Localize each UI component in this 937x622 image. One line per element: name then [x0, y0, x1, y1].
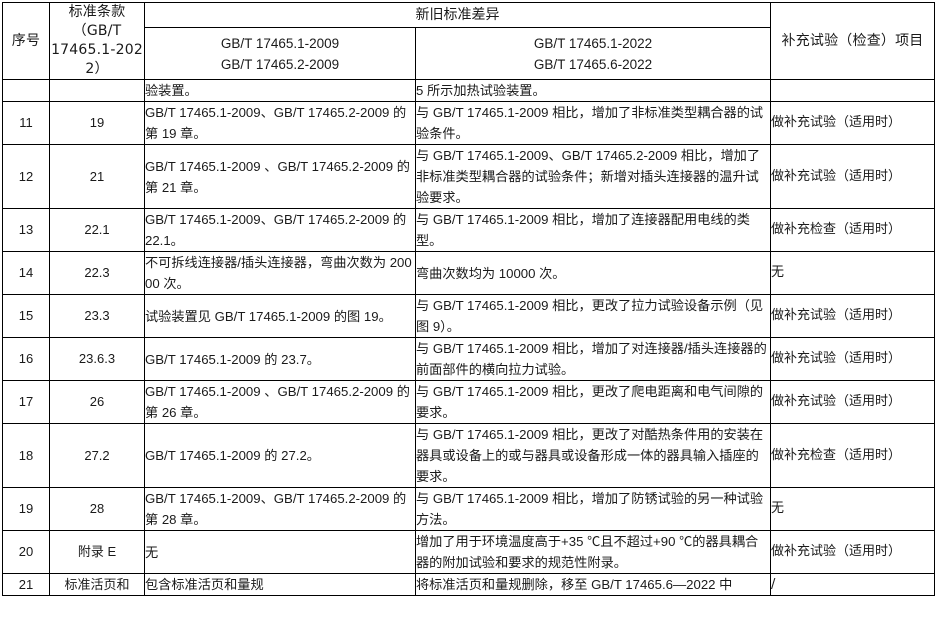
cell-new-standard: 与 GB/T 17465.1-2009 相比，增加了防锈试验的另一种试验方法。 — [415, 487, 771, 531]
cell-clause: 26 — [49, 380, 145, 424]
table-row: 20 附录 E 无 增加了用于环境温度高于+35 ℃且不超过+90 ℃的器具耦合… — [2, 530, 935, 574]
cell-extra-test: 做补充试验（适用时） — [770, 380, 935, 424]
cell-clause: 23.6.3 — [49, 337, 145, 381]
cell-extra-test: 做补充检查（适用时） — [770, 208, 935, 252]
cell-new-standard: 5 所示加热试验装置。 — [415, 79, 771, 102]
cell-new-standard: 与 GB/T 17465.1-2009 相比，增加了对连接器/插头连接器的前面部… — [415, 337, 771, 381]
header-clause-line-3: 17465.1-202 — [51, 42, 143, 58]
cell-clause: 27.2 — [49, 423, 145, 488]
header-new-standard: GB/T 17465.1-2022 GB/T 17465.6-2022 — [415, 27, 771, 80]
cell-old-standard: GB/T 17465.1-2009 、GB/T 17465.2-2009 的第 … — [144, 144, 416, 209]
cell-new-standard: 与 GB/T 17465.1-2009 相比，更改了爬电距离和电气间隙的要求。 — [415, 380, 771, 424]
cell-seq: 13 — [2, 208, 50, 252]
cell-extra-test: 做补充试验（适用时） — [770, 294, 935, 338]
cell-seq: 12 — [2, 144, 50, 209]
header-clause-line-4: 2） — [85, 61, 109, 77]
cell-clause: 23.3 — [49, 294, 145, 338]
table-row: 11 19 GB/T 17465.1-2009、GB/T 17465.2-200… — [2, 101, 935, 145]
cell-old-standard: 包含标准活页和量规 — [144, 573, 416, 596]
cell-clause: 标准活页和 — [49, 573, 145, 596]
cell-extra-test: 做补充试验（适用时） — [770, 144, 935, 209]
cell-new-standard: 将标准活页和量规删除，移至 GB/T 17465.6—2022 中 — [415, 573, 771, 596]
header-new-line-2: GB/T 17465.6-2022 — [533, 56, 653, 72]
cell-seq: 14 — [2, 251, 50, 295]
table-row: 19 28 GB/T 17465.1-2009、GB/T 17465.2-200… — [2, 487, 935, 531]
table-body: 验装置。 5 所示加热试验装置。 11 19 GB/T 17465.1-2009… — [2, 79, 935, 596]
cell-seq — [2, 79, 50, 102]
cell-old-standard: 无 — [144, 530, 416, 574]
cell-old-standard: GB/T 17465.1-2009 的 23.7。 — [144, 337, 416, 381]
cell-clause: 附录 E — [49, 530, 145, 574]
cell-new-standard: 与 GB/T 17465.1-2009 相比，更改了对酷热条件用的安装在器具或设… — [415, 423, 771, 488]
cell-extra-test: / — [770, 573, 935, 596]
table-row: 14 22.3 不可拆线连接器/插头连接器，弯曲次数为 20000 次。 弯曲次… — [2, 251, 935, 295]
cell-old-standard: GB/T 17465.1-2009、GB/T 17465.2-2009 的 22… — [144, 208, 416, 252]
header-old-standard: GB/T 17465.1-2009 GB/T 17465.2-2009 — [144, 27, 416, 80]
cell-extra-test: 做补充试验（适用时） — [770, 337, 935, 381]
cell-seq: 15 — [2, 294, 50, 338]
cell-seq: 20 — [2, 530, 50, 574]
header-clause: 标准条款 （GB/T 17465.1-202 2） — [49, 2, 145, 80]
header-old-line-1: GB/T 17465.1-2009 — [220, 35, 340, 51]
standards-difference-table: 序号 标准条款 （GB/T 17465.1-202 2） 新旧标准差异 补充试验… — [2, 1, 935, 596]
cell-old-standard: 不可拆线连接器/插头连接器，弯曲次数为 20000 次。 — [144, 251, 416, 295]
cell-old-standard: GB/T 17465.1-2009、GB/T 17465.2-2009 的第 2… — [144, 487, 416, 531]
cell-seq: 19 — [2, 487, 50, 531]
table-row: 12 21 GB/T 17465.1-2009 、GB/T 17465.2-20… — [2, 144, 935, 209]
cell-new-standard: 与 GB/T 17465.1-2009 相比，更改了拉力试验设备示例（见图 9）… — [415, 294, 771, 338]
cell-old-standard: 验装置。 — [144, 79, 416, 102]
table-row: 21 标准活页和 包含标准活页和量规 将标准活页和量规删除，移至 GB/T 17… — [2, 573, 935, 596]
header-clause-line-2: （GB/T — [72, 23, 122, 39]
header-group-difference: 新旧标准差异 — [144, 1, 771, 29]
cell-clause: 22.3 — [49, 251, 145, 295]
cell-extra-test: 做补充检查（适用时） — [770, 423, 935, 488]
cell-seq: 17 — [2, 380, 50, 424]
header-row-sub: GB/T 17465.1-2009 GB/T 17465.2-2009 GB/T… — [3, 27, 935, 80]
cell-extra-test: 无 — [770, 487, 935, 531]
cell-new-standard: 增加了用于环境温度高于+35 ℃且不超过+90 ℃的器具耦合器的附加试验和要求的… — [415, 530, 771, 574]
table-row: 17 26 GB/T 17465.1-2009 、GB/T 17465.2-20… — [2, 380, 935, 424]
cell-old-standard: 试验装置见 GB/T 17465.1-2009 的图 19。 — [144, 294, 416, 338]
cell-seq: 16 — [2, 337, 50, 381]
cell-clause — [49, 79, 145, 102]
cell-clause: 28 — [49, 487, 145, 531]
table-row: 16 23.6.3 GB/T 17465.1-2009 的 23.7。 与 GB… — [2, 337, 935, 381]
header-extra-tests: 补充试验（检查）项目 — [770, 2, 935, 80]
cell-new-standard: 弯曲次数均为 10000 次。 — [415, 251, 771, 295]
header-row-top: 序号 标准条款 （GB/T 17465.1-202 2） 新旧标准差异 补充试验… — [2, 1, 935, 80]
cell-extra-test: 无 — [770, 251, 935, 295]
header-old-line-2: GB/T 17465.2-2009 — [220, 56, 340, 72]
table-row: 13 22.1 GB/T 17465.1-2009、GB/T 17465.2-2… — [2, 208, 935, 252]
header-new-line-1: GB/T 17465.1-2022 — [533, 35, 653, 51]
cell-clause: 21 — [49, 144, 145, 209]
cell-seq: 18 — [2, 423, 50, 488]
table-header: 序号 标准条款 （GB/T 17465.1-202 2） 新旧标准差异 补充试验… — [2, 1, 935, 80]
cell-new-standard: 与 GB/T 17465.1-2009 相比，增加了连接器配用电线的类型。 — [415, 208, 771, 252]
cell-seq: 21 — [2, 573, 50, 596]
cell-extra-test — [770, 79, 935, 102]
cell-clause: 19 — [49, 101, 145, 145]
cell-new-standard: 与 GB/T 17465.1-2009 相比，增加了非标准类型耦合器的试验条件。 — [415, 101, 771, 145]
cell-old-standard: GB/T 17465.1-2009、GB/T 17465.2-2009 的第 1… — [144, 101, 416, 145]
cell-new-standard: 与 GB/T 17465.1-2009、GB/T 17465.2-2009 相比… — [415, 144, 771, 209]
header-seq: 序号 — [2, 2, 50, 80]
cell-clause: 22.1 — [49, 208, 145, 252]
header-clause-line-1: 标准条款 — [68, 4, 126, 20]
cell-seq: 11 — [2, 101, 50, 145]
cell-old-standard: GB/T 17465.1-2009 的 27.2。 — [144, 423, 416, 488]
table-row: 15 23.3 试验装置见 GB/T 17465.1-2009 的图 19。 与… — [2, 294, 935, 338]
cell-old-standard: GB/T 17465.1-2009 、GB/T 17465.2-2009 的第 … — [144, 380, 416, 424]
table-row: 18 27.2 GB/T 17465.1-2009 的 27.2。 与 GB/T… — [2, 423, 935, 488]
cell-extra-test: 做补充试验（适用时） — [770, 530, 935, 574]
cell-extra-test: 做补充试验（适用时） — [770, 101, 935, 145]
table-row: 验装置。 5 所示加热试验装置。 — [2, 79, 935, 102]
